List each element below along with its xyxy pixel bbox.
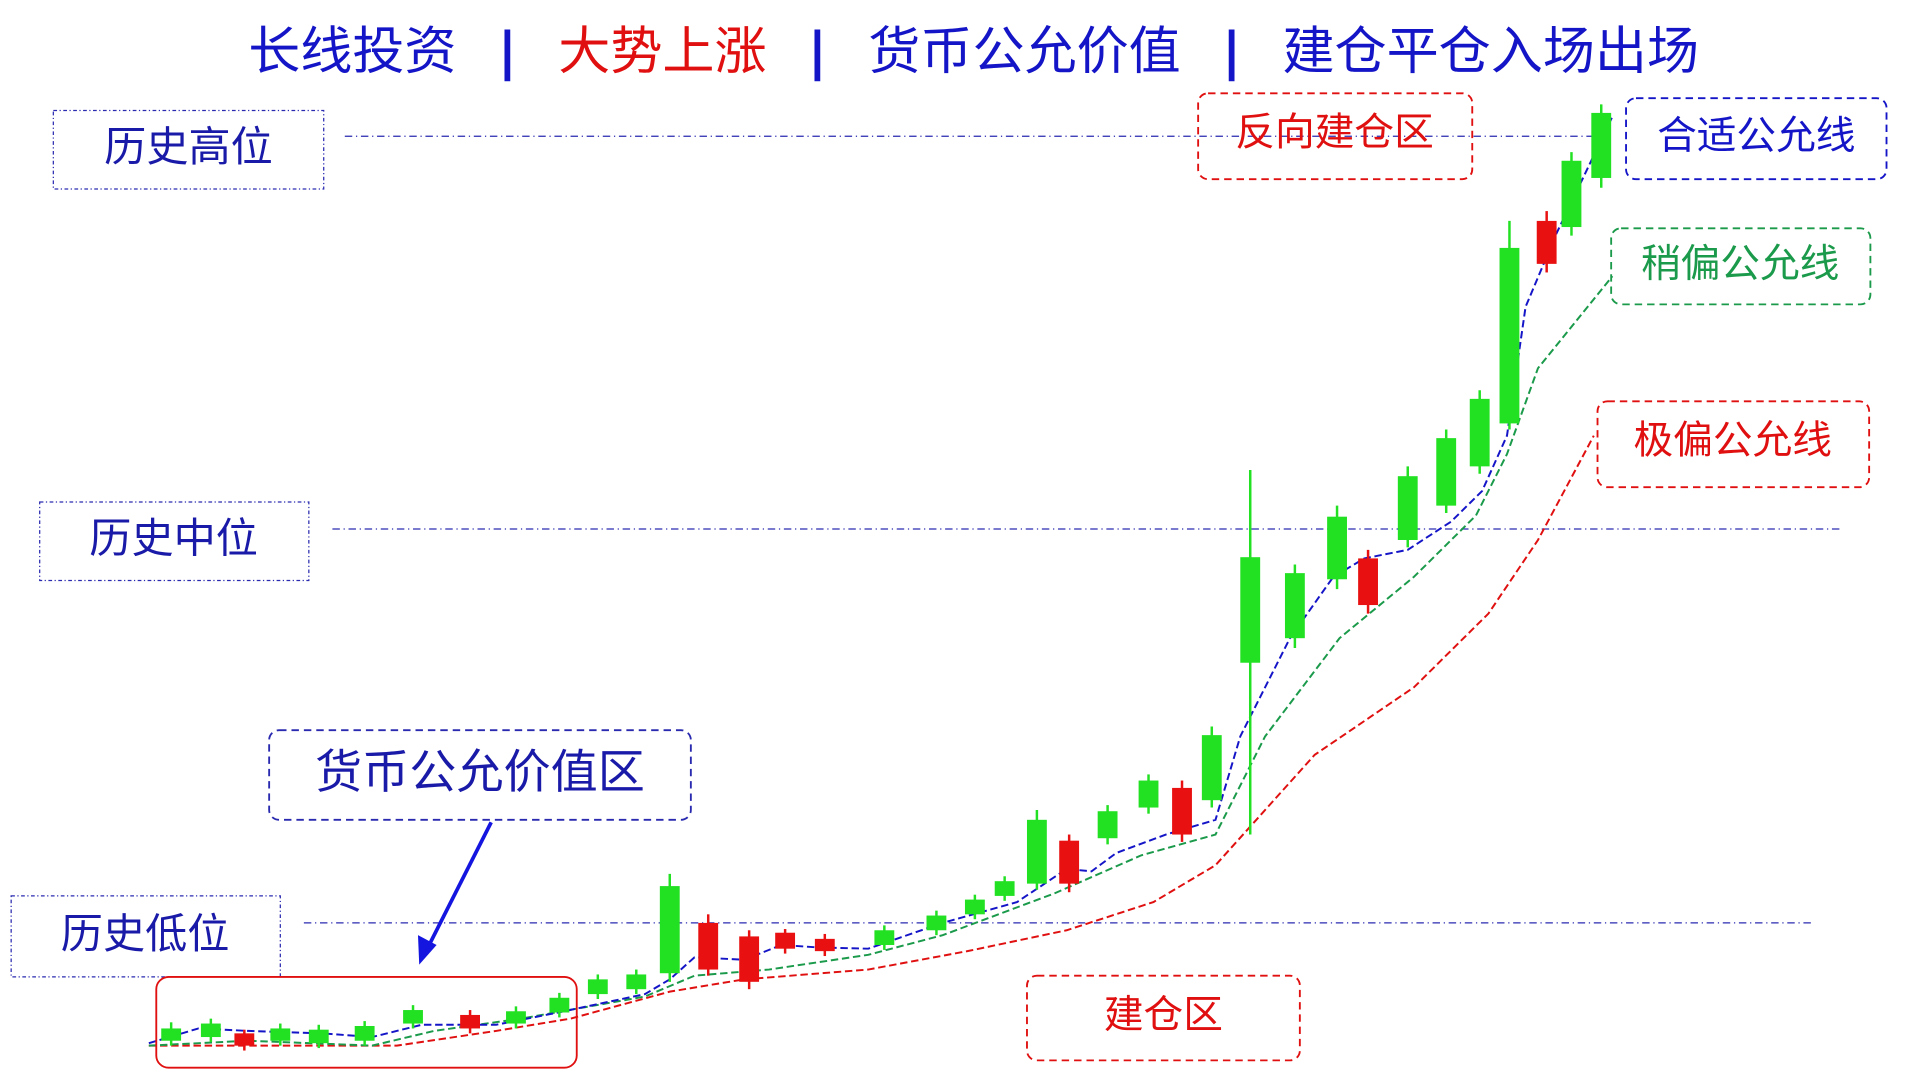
candle-body bbox=[1284, 573, 1305, 639]
candle-body bbox=[587, 979, 608, 995]
curve bbox=[148, 116, 1614, 1045]
level-label: 历史中位 bbox=[89, 514, 258, 563]
candles bbox=[161, 104, 1612, 1051]
zone-box bbox=[268, 729, 692, 821]
candle-body bbox=[775, 932, 796, 949]
level-box bbox=[52, 109, 325, 190]
candle-body bbox=[234, 1033, 255, 1046]
candle-body bbox=[994, 881, 1015, 896]
candle-body bbox=[814, 938, 835, 952]
candle-body bbox=[460, 1014, 480, 1029]
candle-body bbox=[1536, 220, 1557, 264]
candle-body bbox=[1436, 438, 1457, 506]
legend-label: 合适公允线 bbox=[1657, 113, 1855, 159]
title-separator: | bbox=[808, 22, 827, 82]
legend-box bbox=[1610, 227, 1872, 306]
candle-body bbox=[549, 997, 570, 1013]
candle-body bbox=[1097, 811, 1118, 839]
candle-body bbox=[506, 1011, 526, 1024]
candle-body bbox=[161, 1028, 182, 1041]
candle-body bbox=[926, 915, 947, 931]
candle-body bbox=[403, 1010, 423, 1024]
candle-body bbox=[1138, 780, 1159, 808]
zone-box bbox=[1026, 974, 1301, 1062]
candle-body bbox=[1201, 735, 1222, 801]
candle-body bbox=[308, 1029, 329, 1044]
arrow bbox=[426, 821, 493, 949]
level-label: 历史低位 bbox=[61, 909, 230, 958]
title-separator: | bbox=[498, 22, 517, 82]
title-part: 大势上涨 bbox=[558, 22, 766, 82]
candle-body bbox=[739, 936, 760, 982]
title-part: 建仓平仓入场出场 bbox=[1282, 22, 1699, 82]
candle-body bbox=[1499, 247, 1520, 424]
title: 长线投资 | 大势上涨 | 货币公允价值 | 建仓平仓入场出场 bbox=[248, 22, 1699, 82]
level-box bbox=[10, 895, 281, 978]
curve bbox=[148, 435, 1595, 1047]
legend-box bbox=[1625, 97, 1888, 181]
candle-body bbox=[964, 899, 985, 915]
legend-label: 极偏公允线 bbox=[1634, 418, 1832, 464]
candle-body bbox=[1397, 476, 1418, 540]
candle-body bbox=[270, 1028, 291, 1041]
title-part: 货币公允价值 bbox=[868, 22, 1180, 82]
zone-label: 反向建仓区 bbox=[1235, 110, 1433, 156]
level-label: 历史高位 bbox=[104, 122, 273, 171]
candle-body bbox=[1469, 398, 1490, 467]
fair-value-zone bbox=[155, 975, 578, 1069]
zone-label: 货币公允价值区 bbox=[315, 745, 645, 800]
legend-box bbox=[1596, 400, 1871, 489]
level-box bbox=[39, 501, 310, 582]
candle-body bbox=[659, 886, 680, 974]
arrow-head bbox=[417, 935, 437, 965]
curves bbox=[148, 116, 1614, 1047]
candle-body bbox=[874, 930, 895, 945]
candle-body bbox=[1561, 160, 1582, 228]
title-part: 长线投资 bbox=[248, 22, 456, 82]
legend-label: 稍偏公允线 bbox=[1641, 241, 1839, 287]
candle-body bbox=[1026, 819, 1047, 884]
title-separator: | bbox=[1222, 22, 1241, 82]
candle-body bbox=[354, 1026, 375, 1041]
candle-body bbox=[698, 922, 719, 970]
candle-body bbox=[1591, 112, 1612, 178]
candle-body bbox=[200, 1023, 221, 1038]
candle-body bbox=[1059, 840, 1080, 884]
candle-body bbox=[1358, 558, 1378, 606]
candle-body bbox=[1172, 787, 1192, 835]
candle-body bbox=[1327, 516, 1347, 580]
zone-label: 建仓区 bbox=[1104, 992, 1223, 1038]
candle-body bbox=[1240, 557, 1261, 663]
curve bbox=[148, 275, 1614, 1047]
zone-box bbox=[1197, 92, 1474, 181]
candle-body bbox=[626, 974, 647, 990]
